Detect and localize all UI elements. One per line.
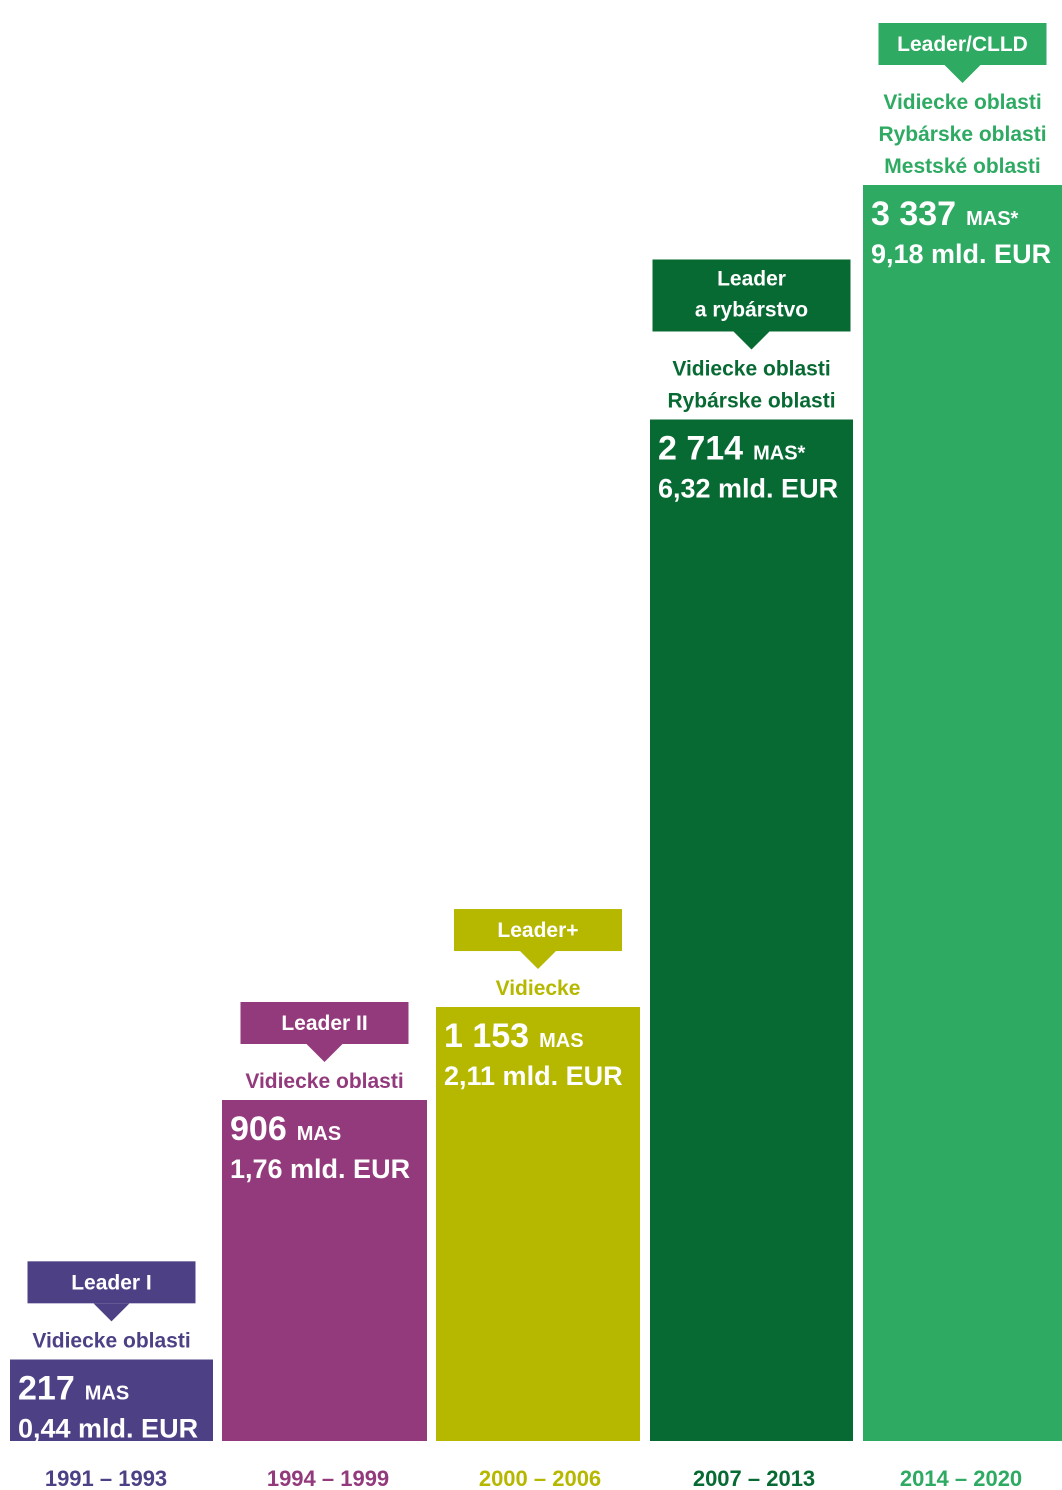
bar-unit-label: MAS xyxy=(297,1123,341,1145)
bar-unit-label: MAS xyxy=(539,1030,583,1052)
programme-pointer xyxy=(733,331,770,350)
programme-callout: Leader I xyxy=(27,1261,196,1322)
bar xyxy=(222,1099,427,1441)
programme-pointer xyxy=(944,65,981,83)
programme-label: Leader I xyxy=(71,1271,152,1294)
area-label: Vidiecke oblasti xyxy=(883,91,1041,114)
year-label: 2014 – 2020 xyxy=(900,1466,1022,1490)
area-label: Vidiecke xyxy=(496,977,581,1000)
bar-group-3: 1 153 MAS 2,11 mld. EUR Vidiecke Leader+ xyxy=(436,909,640,1441)
year-label: 1991 – 1993 xyxy=(45,1466,167,1490)
programme-box xyxy=(454,909,622,952)
bar xyxy=(10,1359,213,1441)
bar-unit-label: MAS* xyxy=(966,208,1018,230)
bar-value-label: 3 337 MAS* xyxy=(871,195,1019,233)
year-label: 1994 – 1999 xyxy=(267,1466,389,1490)
programme-box xyxy=(652,259,851,332)
year-label: 2000 – 2006 xyxy=(479,1466,601,1490)
bar-group-2: 906 MAS 1,76 mld. EUR Vidiecke oblasti Leade… xyxy=(222,1001,427,1441)
bar-value-label: 217 MAS xyxy=(18,1369,129,1407)
bar-funding-label: 6,32 mld. EUR xyxy=(658,473,838,503)
bar-unit-label: MAS xyxy=(85,1382,129,1404)
programme-label: Leader/CLLD xyxy=(897,33,1028,56)
programme-label: Leader II xyxy=(281,1012,367,1035)
programme-pointer xyxy=(520,951,556,970)
bar-unit-label: MAS* xyxy=(753,442,805,464)
programme-label: Leader xyxy=(717,267,786,290)
bar-funding-label: 2,11 mld. EUR xyxy=(444,1061,623,1091)
year-label: 2007 – 2013 xyxy=(693,1466,815,1490)
bar-funding-label: 9,18 mld. EUR xyxy=(871,239,1051,269)
programme-callout: Leader/CLLD xyxy=(878,23,1047,83)
bar-funding-label: 0,44 mld. EUR xyxy=(18,1413,198,1443)
bar-group-4: 2 714 MAS* 6,32 mld. EUR Vidiecke oblasti Ry… xyxy=(650,259,853,1441)
programme-label: a rybárstvo xyxy=(695,298,808,321)
bar-group-5: 3 337 MAS* 9,18 mld. EUR Vidiecke oblasti Ry… xyxy=(863,23,1062,1441)
bar xyxy=(863,185,1062,1441)
bar xyxy=(650,419,853,1441)
programme-callout: Leader+ xyxy=(454,909,622,970)
bar-value-label: 906 MAS xyxy=(230,1110,341,1148)
area-label: Vidiecke oblasti xyxy=(245,1070,403,1093)
programme-box xyxy=(27,1261,196,1304)
bar-value-label: 2 714 MAS* xyxy=(658,429,806,467)
bar-group-1: 217 MAS 0,44 mld. EUR Vidiecke oblasti Leade… xyxy=(10,1261,213,1443)
programme-callout: Leader II xyxy=(240,1001,409,1062)
programme-box xyxy=(240,1001,409,1044)
programme-pointer xyxy=(306,1043,343,1062)
programme-pointer xyxy=(93,1303,130,1322)
programme-callout: Leader a rybárstvo xyxy=(652,259,851,350)
area-label: Vidiecke oblasti xyxy=(672,357,830,380)
bar xyxy=(436,1007,640,1441)
area-label: Rybárske oblasti xyxy=(878,123,1046,146)
bar-funding-label: 1,76 mld. EUR xyxy=(230,1154,410,1184)
area-label: Mestské oblasti xyxy=(884,155,1040,178)
area-label: Vidiecke oblasti xyxy=(32,1329,190,1352)
programme-label: Leader+ xyxy=(497,919,578,942)
area-label: Rybárske oblasti xyxy=(667,389,835,412)
programme-box xyxy=(878,23,1047,65)
bar-value-label: 1 153 MAS xyxy=(444,1017,584,1055)
